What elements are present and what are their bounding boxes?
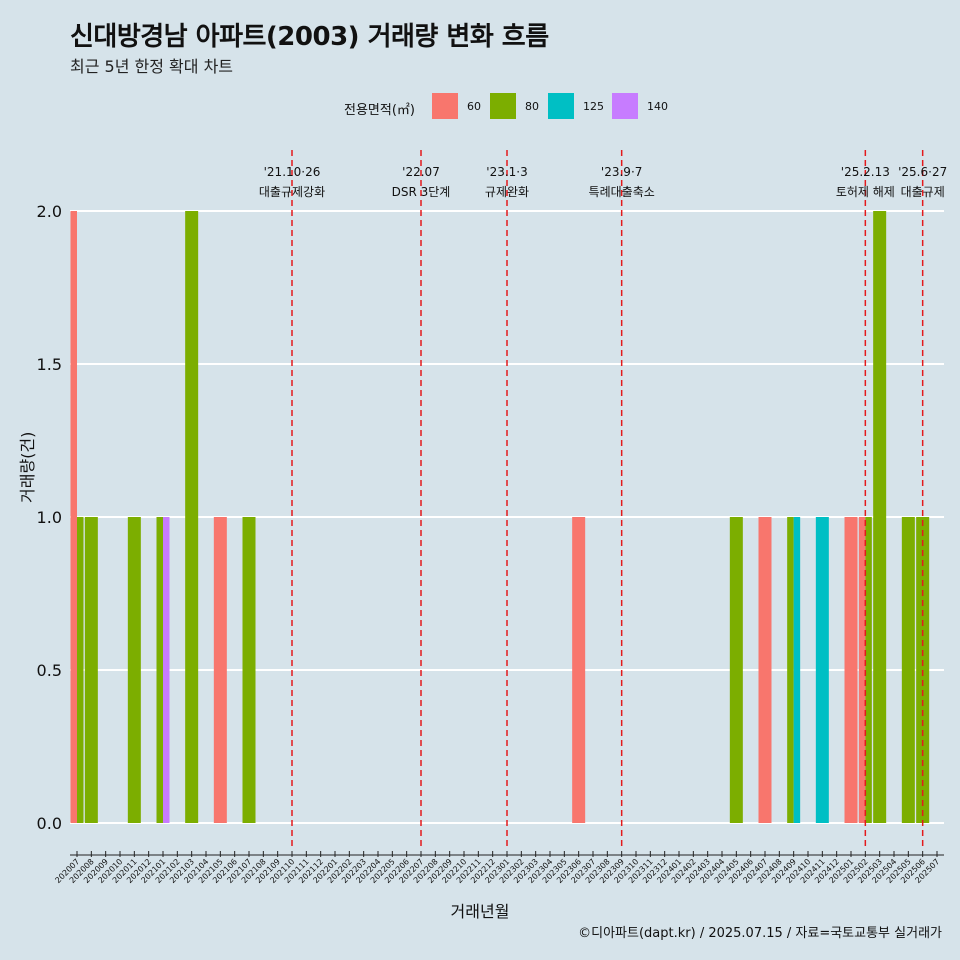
legend-key-140 [612, 93, 638, 119]
bar-202502-80 [865, 517, 872, 823]
event-name-label: 대출규제강화 [259, 185, 325, 199]
bar-202501-60 [844, 517, 858, 823]
legend: 전용면적(㎡) 60 80 125 140 [0, 93, 960, 123]
bar-202007-80 [77, 517, 84, 823]
bar-202409-80 [787, 517, 794, 823]
event-name-label: 대출규제 [901, 185, 945, 199]
event-name-label: 규제완화 [485, 185, 529, 199]
bar-202008-80 [84, 517, 98, 823]
bar-202503-80 [873, 211, 887, 823]
legend-key-60 [432, 93, 458, 119]
event-date-label: '25.6·27 [898, 165, 947, 179]
legend-key-80 [490, 93, 516, 119]
legend-title: 전용면적(㎡) [344, 103, 415, 118]
chart-subtitle: 최근 5년 한정 확대 차트 [70, 57, 234, 76]
y-tick-label: 0.0 [37, 814, 62, 833]
event-date-label: '23.9·7 [601, 165, 642, 179]
event-name-label: 특례대출축소 [589, 185, 655, 199]
bar-202502-60 [858, 517, 866, 823]
bar-202103-80 [185, 211, 199, 823]
bar-202107-80 [242, 517, 256, 823]
bar-202007-60 [70, 211, 77, 823]
legend-label-140: 140 [647, 100, 668, 113]
bar-202407-60 [758, 517, 772, 823]
bar-202105-60 [213, 517, 227, 823]
legend-label-80: 80 [525, 100, 539, 113]
bar-202411-125 [815, 517, 829, 823]
bar-202101-140 [163, 517, 170, 823]
bar-202405-80 [729, 517, 743, 823]
y-axis-label: 거래량(건) [18, 431, 37, 503]
event-name-label: 토허제 해제 [836, 185, 895, 199]
event-name-label: DSR 3단계 [392, 185, 451, 199]
y-tick-label: 2.0 [37, 202, 62, 221]
legend-label-125: 125 [583, 100, 604, 113]
event-date-label: '25.2.13 [841, 165, 890, 179]
chart-title: 신대방경남 아파트(2003) 거래량 변화 흐름 [70, 22, 549, 52]
bar-202306-60 [572, 517, 586, 823]
legend-key-125 [548, 93, 574, 119]
x-axis-label: 거래년월 [450, 902, 510, 921]
legend-label-60: 60 [467, 100, 481, 113]
bar-202409-125 [793, 517, 801, 823]
bar-202101-80 [156, 517, 163, 823]
event-date-label: '21.10·26 [264, 165, 321, 179]
y-tick-label: 1.0 [37, 508, 62, 527]
y-tick-label: 1.5 [37, 355, 62, 374]
y-tick-label: 0.5 [37, 661, 62, 680]
event-date-label: '22.07 [402, 165, 440, 179]
bar-202011-80 [127, 517, 141, 823]
event-date-label: '23.1·3 [486, 165, 527, 179]
bar-202505-80 [901, 517, 915, 823]
caption: ©디아파트(dapt.kr) / 2025.07.15 / 자료=국토교통부 실… [578, 926, 942, 941]
